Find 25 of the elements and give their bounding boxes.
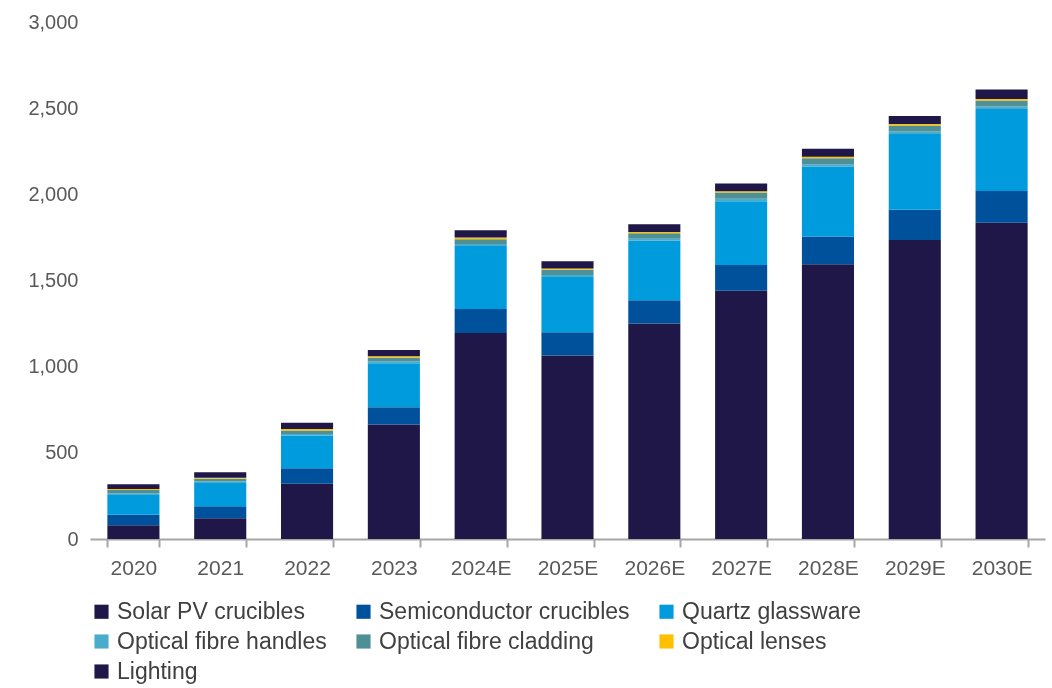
x-tick-label: 2029E: [884, 555, 946, 579]
x-tick-label: 2028E: [798, 555, 859, 579]
x-tick-label: 2022: [284, 555, 331, 579]
legend-label: Optical lenses: [682, 627, 827, 654]
x-tick-label: 2025E: [537, 555, 599, 579]
legend-label: Optical fibre cladding: [379, 627, 594, 654]
x-tick-label: 2020: [110, 555, 158, 579]
y-tick-label: 1,000: [28, 355, 79, 378]
x-tick-label: 2030E: [971, 555, 1033, 579]
legend-label: Lighting: [117, 657, 198, 684]
x-tick-label: 2023: [371, 555, 418, 579]
legend-label: Semiconductor crucibles: [379, 597, 630, 624]
x-tick-label: 2021: [197, 555, 245, 579]
x-tick-label: 2027E: [711, 555, 772, 579]
legend-label: Solar PV crucibles: [117, 597, 305, 624]
y-tick-label: 3,000: [28, 10, 79, 33]
legend-label: Optical fibre handles: [117, 627, 327, 654]
y-tick-label: 2,000: [28, 182, 79, 205]
y-tick-label: 2,500: [28, 96, 79, 119]
y-tick-label: 500: [45, 441, 79, 464]
x-tick-label: 2024E: [450, 555, 512, 579]
y-tick-label: 0: [67, 527, 79, 550]
legend-label: Quartz glassware: [682, 597, 861, 624]
y-tick-label: 1,500: [28, 269, 79, 291]
x-tick-label: 2026E: [624, 555, 686, 579]
